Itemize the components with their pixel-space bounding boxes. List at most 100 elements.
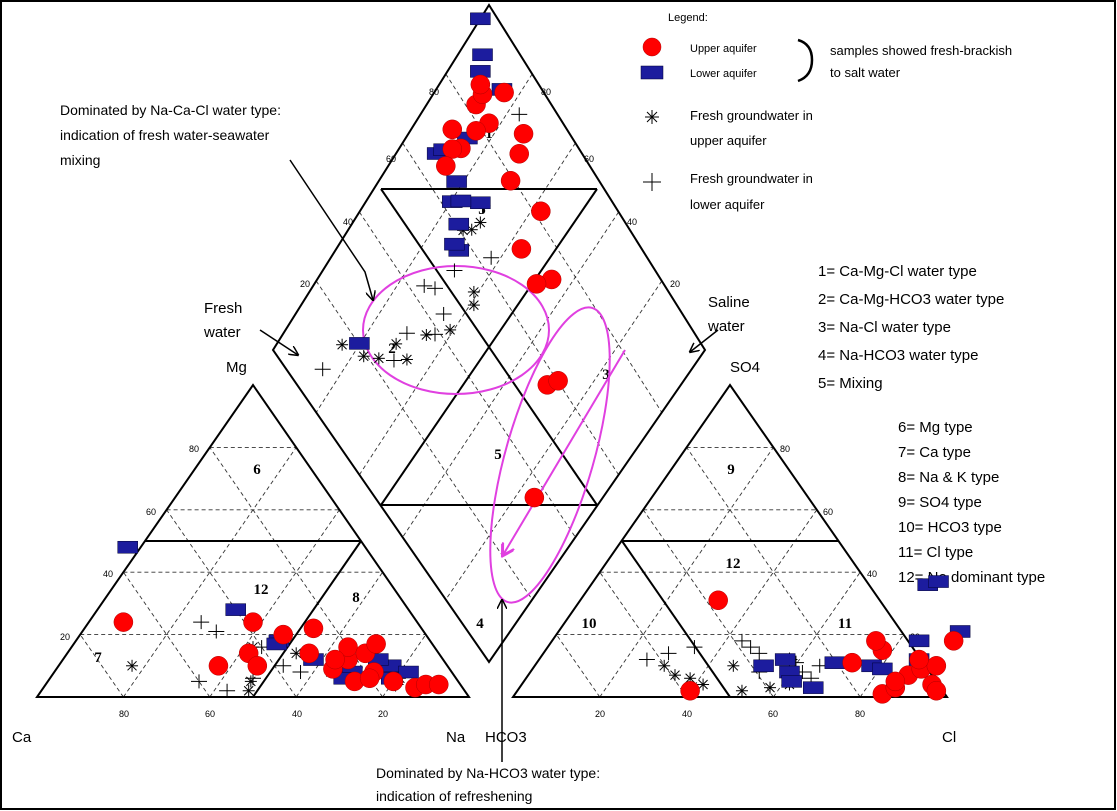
data-point-upper-aquifer bbox=[494, 82, 514, 103]
data-point-upper-aquifer bbox=[383, 671, 404, 692]
data-point-fresh-lower bbox=[638, 652, 655, 667]
data-point-fresh-upper bbox=[244, 675, 257, 688]
zone-label: 12 bbox=[254, 582, 269, 598]
data-point-fresh-upper bbox=[697, 678, 710, 691]
data-point-lower-aquifer bbox=[753, 659, 774, 673]
data-point-upper-aquifer bbox=[842, 652, 862, 673]
data-point-fresh-lower bbox=[427, 281, 443, 296]
data-point-fresh-lower bbox=[660, 646, 677, 661]
tick-label: 80 bbox=[855, 709, 865, 719]
marker-stroke bbox=[358, 351, 369, 362]
data-point-lower-aquifer bbox=[472, 48, 493, 62]
marker-stroke bbox=[445, 325, 455, 335]
tick-label: 60 bbox=[146, 507, 156, 517]
marker-stroke bbox=[475, 217, 486, 228]
data-point-fresh-lower bbox=[751, 646, 768, 661]
tick-label: 80 bbox=[429, 87, 439, 97]
data-point-fresh-lower bbox=[314, 362, 331, 377]
water-type-item: 4= Na-HCO3 water type bbox=[818, 347, 978, 364]
data-point-upper-aquifer bbox=[708, 590, 728, 611]
marker-stroke bbox=[685, 673, 695, 684]
marker-stroke bbox=[245, 676, 256, 687]
data-point-fresh-upper bbox=[444, 323, 457, 336]
data-point-upper-aquifer bbox=[943, 631, 964, 651]
refreshening-ellipse bbox=[489, 306, 611, 604]
marker-stroke bbox=[659, 660, 670, 671]
tick-label: 40 bbox=[343, 217, 353, 227]
data-point-fresh-upper bbox=[467, 285, 480, 298]
legend-brace bbox=[797, 38, 814, 83]
data-point-fresh-upper bbox=[658, 659, 671, 672]
tick-label: 20 bbox=[60, 632, 70, 642]
zone-label: 1 bbox=[485, 126, 493, 142]
points-layer bbox=[113, 12, 971, 704]
annotation-saline-water: water bbox=[707, 318, 745, 335]
legend-group-note: to salt water bbox=[830, 65, 901, 80]
zone-label: 2 bbox=[388, 341, 396, 357]
water-type-item: 8= Na & K type bbox=[898, 469, 999, 486]
water-type-item: 6= Mg type bbox=[898, 419, 973, 436]
legend-swatch-star bbox=[645, 110, 659, 124]
zone-label: 5 bbox=[494, 447, 502, 463]
water-type-key: 1= Ca-Mg-Cl water type 2= Ca-Mg-HCO3 wat… bbox=[818, 263, 1045, 586]
annotation-fresh-water: water bbox=[203, 324, 241, 341]
tick-label: 80 bbox=[119, 709, 129, 719]
water-type-item: 5= Mixing bbox=[818, 375, 883, 392]
marker-stroke bbox=[698, 679, 708, 690]
tick-label: 20 bbox=[670, 279, 680, 289]
data-point-upper-aquifer bbox=[366, 634, 386, 654]
data-point-fresh-upper bbox=[669, 669, 681, 682]
data-point-upper-aquifer bbox=[926, 656, 947, 676]
data-point-fresh-upper bbox=[467, 299, 480, 312]
grid-line bbox=[773, 571, 861, 698]
annotation-saline-water: Saline bbox=[708, 294, 750, 311]
fresh-water-pointer bbox=[259, 329, 298, 355]
legend-group-note: samples showed fresh-brackish bbox=[830, 43, 1012, 58]
data-point-lower-aquifer bbox=[824, 656, 846, 669]
axis-label-hco3: HCO3 bbox=[485, 729, 527, 746]
marker-stroke bbox=[402, 354, 412, 365]
grid-line bbox=[556, 634, 601, 698]
data-point-lower-aquifer bbox=[470, 196, 491, 210]
tick-label: 60 bbox=[584, 154, 594, 164]
zone-label: 11 bbox=[838, 616, 852, 632]
data-point-fresh-upper bbox=[400, 353, 413, 366]
marker-stroke bbox=[469, 300, 479, 310]
data-point-upper-aquifer bbox=[273, 624, 293, 645]
data-point-fresh-lower bbox=[193, 615, 210, 630]
data-point-fresh-lower bbox=[483, 250, 500, 265]
data-point-fresh-upper bbox=[372, 352, 385, 365]
annotation-na-hco3: indication of refreshening bbox=[376, 788, 532, 804]
water-type-item: 7= Ca type bbox=[898, 444, 971, 461]
grid-line bbox=[123, 571, 211, 698]
tick-label: 20 bbox=[378, 709, 388, 719]
data-point-upper-aquifer bbox=[299, 643, 319, 664]
data-point-upper-aquifer bbox=[325, 649, 345, 670]
marker-stroke bbox=[337, 339, 347, 350]
data-point-fresh-upper bbox=[290, 647, 303, 660]
axis-label-ca: Ca bbox=[12, 729, 32, 746]
marker-stroke bbox=[670, 670, 680, 681]
data-point-upper-aquifer bbox=[243, 612, 263, 632]
water-type-item: 10= HCO3 type bbox=[898, 519, 1002, 536]
data-point-fresh-upper bbox=[764, 681, 777, 694]
data-point-fresh-lower bbox=[191, 674, 207, 689]
tick-label: 60 bbox=[823, 507, 833, 517]
data-point-lower-aquifer bbox=[774, 653, 796, 666]
data-point-lower-aquifer bbox=[802, 681, 824, 694]
data-point-upper-aquifer bbox=[509, 144, 529, 164]
tick-label: 40 bbox=[292, 709, 302, 719]
annotation-na-hco3: Dominated by Na-HCO3 water type: bbox=[376, 765, 600, 781]
data-point-lower-aquifer bbox=[117, 540, 138, 554]
marker-stroke bbox=[373, 353, 384, 364]
zone-label: 7 bbox=[94, 650, 102, 666]
grid-line bbox=[315, 73, 533, 413]
data-point-fresh-upper bbox=[735, 684, 748, 697]
anion-bottom-ticks: 20 40 60 80 bbox=[595, 709, 865, 719]
water-type-item: 3= Na-Cl water type bbox=[818, 319, 951, 336]
data-point-upper-aquifer bbox=[442, 119, 463, 140]
tick-label: 20 bbox=[595, 709, 605, 719]
data-point-upper-aquifer bbox=[500, 170, 521, 191]
diamond-right-ticks: 80 60 40 20 bbox=[541, 87, 680, 289]
